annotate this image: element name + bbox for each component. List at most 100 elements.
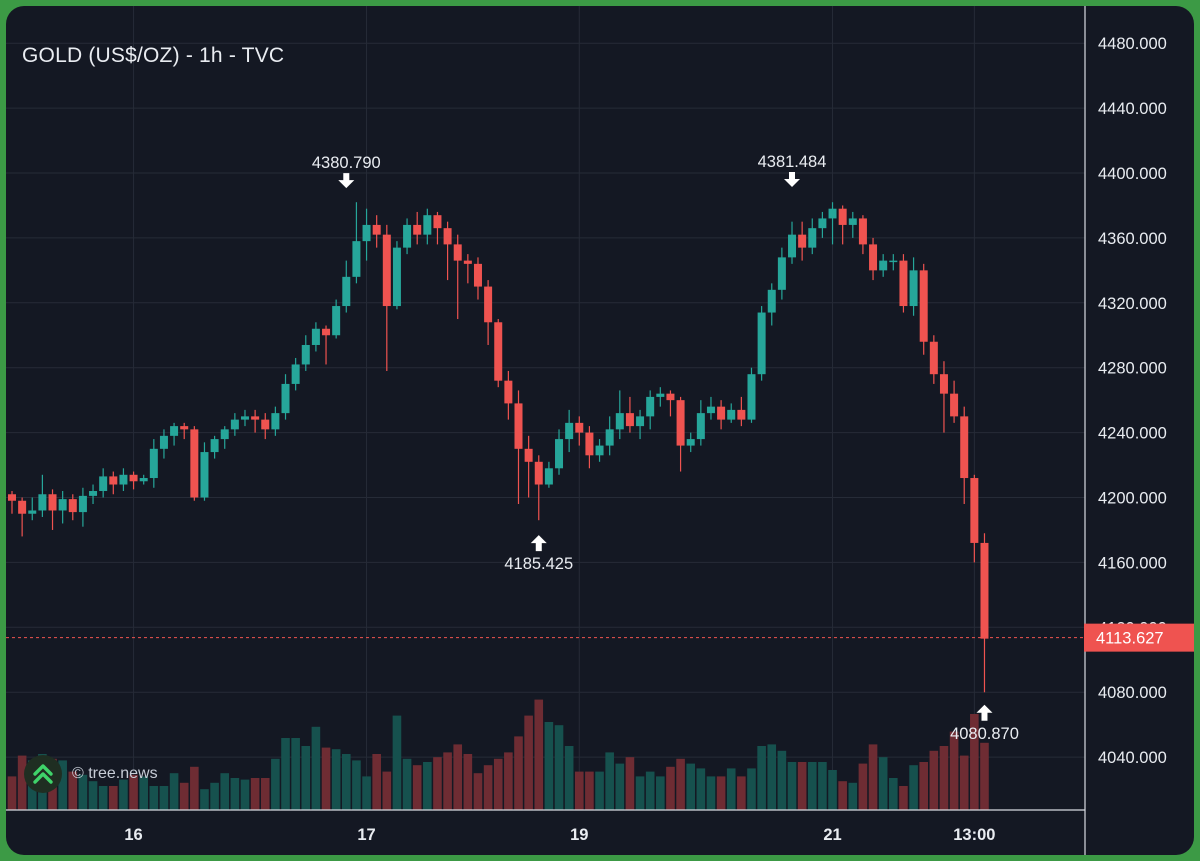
candle-body [190, 429, 199, 498]
volume-bar [574, 771, 584, 810]
volume-bar [311, 726, 321, 810]
volume-bar [382, 771, 392, 810]
volume-bar [473, 773, 483, 810]
candle-body [220, 429, 229, 440]
candle-body [362, 224, 371, 242]
candle-body [322, 328, 331, 336]
candle-body [656, 393, 665, 397]
candle-body [818, 218, 827, 229]
chart-title: GOLD (US$/OZ) - 1h - TVC [22, 44, 285, 67]
price-chart[interactable]: 4040.0004080.0004120.0004160.0004200.000… [6, 6, 1194, 855]
volume-bar [767, 744, 777, 810]
candle-body [676, 400, 685, 446]
volume-bar [260, 778, 270, 810]
y-tick-label: 4480.000 [1098, 35, 1167, 53]
volume-bar [514, 736, 523, 810]
high-annotation-label: 4381.484 [758, 153, 827, 171]
candle-body [696, 413, 705, 440]
down-arrow-icon [784, 172, 801, 188]
candle-body [605, 429, 614, 446]
volume-bar [271, 758, 280, 810]
volume-bar [463, 754, 473, 810]
volume-bar [433, 757, 442, 810]
candle-body [747, 374, 756, 420]
candle-body [433, 215, 442, 229]
volume-bar [949, 731, 959, 810]
volume-bar [585, 771, 594, 810]
candle-body [960, 416, 969, 479]
candle-body [170, 426, 179, 436]
volume-bar [929, 750, 939, 810]
y-tick-label: 4240.000 [1098, 425, 1167, 443]
volume-bar [200, 789, 209, 810]
candle-body [686, 439, 695, 446]
volume-bar [645, 771, 655, 810]
candle-body [636, 416, 645, 427]
candle-body [544, 468, 553, 485]
y-tick-label: 4040.000 [1098, 749, 1167, 767]
candle-body [58, 499, 67, 511]
volume-bar [7, 776, 17, 810]
candle-body [585, 432, 594, 456]
candle-body [808, 228, 817, 248]
candle-body [858, 218, 867, 245]
candle-body [717, 406, 726, 420]
volume-bar [362, 776, 371, 810]
volume-bar [210, 782, 219, 810]
candle-body [727, 409, 736, 420]
candle-body [473, 263, 482, 287]
candle-body [838, 208, 847, 225]
low-annotation-label: 4185.425 [504, 555, 573, 573]
volume-bar [828, 770, 837, 810]
volume-bar [68, 771, 78, 810]
candle-body [939, 374, 948, 394]
high-annotation-label: 4380.790 [312, 154, 381, 172]
candle-body [869, 244, 878, 271]
candle-body [757, 312, 766, 375]
volume-bar [301, 746, 311, 810]
candle-body [271, 413, 280, 430]
volume-bar [159, 786, 169, 810]
candle-body [139, 478, 148, 482]
candle-body [767, 289, 776, 313]
volume-bar [747, 768, 756, 810]
volume-bar [797, 762, 807, 810]
volume-bar [777, 750, 787, 810]
candle-body [261, 419, 270, 430]
volume-bar [716, 776, 726, 810]
candle-body [666, 393, 675, 401]
candle-body [848, 218, 857, 225]
volume-bar [250, 778, 260, 810]
candle-body [38, 494, 47, 511]
volume-bar [88, 781, 98, 810]
volume-bar [169, 773, 179, 810]
volume-bar [706, 776, 716, 810]
candle-body [18, 500, 27, 514]
volume-bar [534, 699, 544, 810]
candle-body [251, 416, 260, 420]
candle-body [777, 257, 786, 290]
candle-body [980, 542, 989, 639]
volume-bar [331, 749, 341, 810]
volume-bar [392, 715, 402, 810]
y-tick-label: 4360.000 [1098, 230, 1167, 248]
candle-body [119, 474, 128, 485]
candle-body [524, 448, 533, 462]
candle-body [909, 270, 918, 307]
volume-bar [372, 754, 381, 810]
volume-bar [868, 744, 878, 810]
volume-bar [78, 774, 88, 810]
candle-body [413, 224, 422, 235]
candle-body [129, 474, 138, 482]
candle-body [392, 247, 401, 307]
last-price-label: 4113.627 [1096, 630, 1164, 648]
volume-bar [179, 782, 189, 810]
volume-bar [757, 746, 766, 810]
candle-body [159, 435, 168, 449]
volume-bar [352, 760, 361, 810]
candle-body [352, 241, 361, 277]
y-tick-label: 4440.000 [1098, 100, 1167, 118]
up-arrow-icon [976, 704, 993, 721]
candle-body [798, 234, 807, 248]
volume-bar [899, 786, 908, 810]
